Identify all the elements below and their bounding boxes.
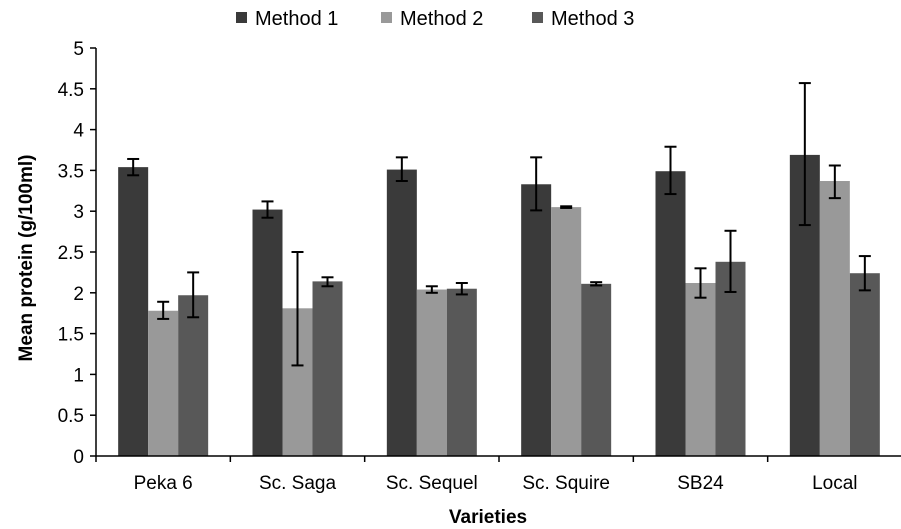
legend-swatch [381, 12, 392, 23]
bar [446, 288, 477, 456]
x-tick-label: Sc. Squire [522, 473, 610, 494]
bar [521, 184, 552, 456]
y-tick-label: 4 [73, 121, 84, 142]
x-axis-title: Varieties [449, 507, 527, 528]
legend-label: Method 2 [400, 8, 483, 30]
x-tick-label: Sc. Sequel [386, 473, 478, 494]
bar [386, 169, 417, 457]
bar [685, 283, 716, 456]
y-tick-label: 0 [73, 447, 84, 468]
legend-label: Method 3 [551, 8, 634, 30]
y-tick-label: 2.5 [58, 243, 84, 264]
y-tick-label: 3 [73, 202, 84, 223]
y-tick-label: 3.5 [58, 161, 84, 182]
y-tick-label: 1.5 [58, 325, 84, 346]
bar [819, 181, 850, 456]
legend-swatch [532, 12, 543, 23]
x-tick-label: Sc. Saga [259, 473, 337, 494]
y-tick-label: 1 [73, 365, 84, 386]
y-axis-title: Mean protein (g/100ml) [16, 155, 37, 362]
x-tick-label: Peka 6 [134, 473, 193, 494]
x-axis: Peka 6 Sc. Saga Sc. Sequel Sc. Squire SB24 Lo… [95, 455, 901, 494]
bar [416, 289, 447, 456]
bar [148, 310, 179, 456]
y-tick-label: 4.5 [58, 80, 84, 101]
y-axis: 0 0.5 1 1.5 2 2.5 3 3.5 4 4.5 5 [58, 39, 97, 468]
bar [655, 171, 686, 456]
legend-label: Method 1 [255, 8, 338, 30]
bar [849, 273, 880, 456]
y-tick-label: 2 [73, 284, 84, 305]
legend: Method 1 Method 2 Method 3 [236, 8, 634, 30]
bar [715, 261, 746, 456]
y-tick-label: 0.5 [58, 406, 84, 427]
x-tick-label: SB24 [677, 473, 724, 494]
plot-area [118, 82, 880, 457]
bar [551, 207, 582, 456]
bar [118, 167, 149, 457]
bar [252, 209, 283, 456]
bar [581, 283, 612, 456]
bar [312, 281, 343, 456]
x-tick-label: Local [812, 473, 857, 494]
bar [178, 295, 209, 456]
legend-swatch [236, 12, 247, 23]
y-tick-label: 5 [73, 39, 84, 60]
